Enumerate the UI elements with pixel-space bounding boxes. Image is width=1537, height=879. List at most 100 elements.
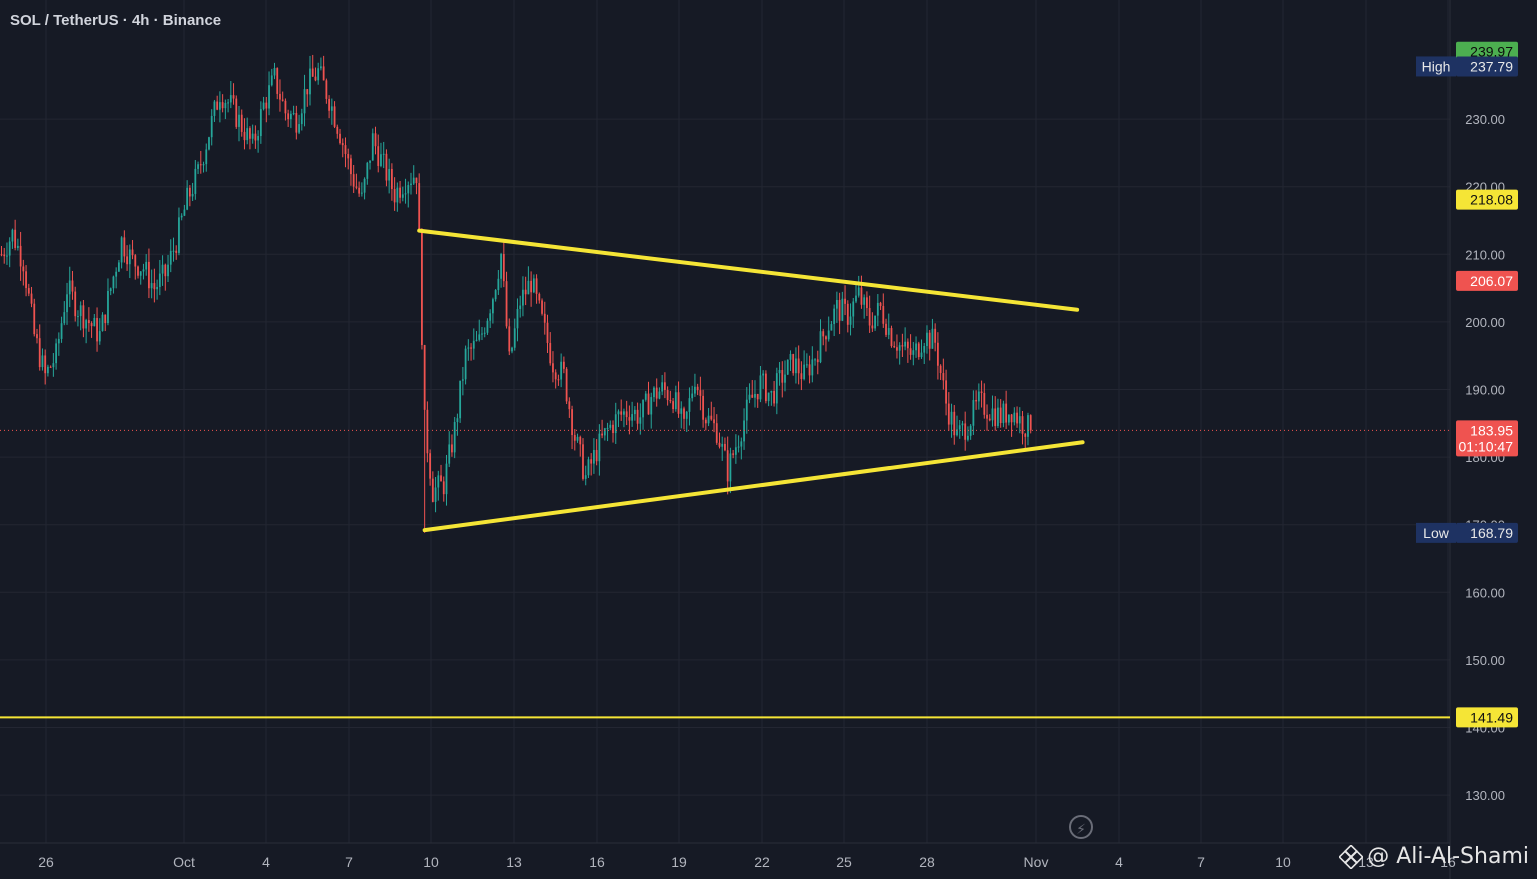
candle-body [1029, 415, 1032, 431]
candle-body [827, 330, 830, 340]
candle-body [582, 444, 584, 479]
candle-body [699, 390, 702, 396]
symbol-title[interactable]: SOL / TetherUS · 4h · Binance [10, 12, 222, 29]
candle-body [830, 324, 833, 331]
candle-body [931, 328, 934, 349]
candle-body [808, 364, 811, 376]
candle-body [246, 128, 249, 141]
candle-body [759, 375, 762, 400]
bolt-icon[interactable]: ⚡ [1069, 815, 1093, 839]
candle-body [936, 342, 939, 366]
candle-body [16, 245, 19, 248]
candle-body [816, 359, 819, 363]
candle-body [546, 322, 549, 343]
candle-body [598, 433, 601, 462]
candle-body [483, 332, 486, 334]
candle-body [595, 449, 598, 462]
candle-body [980, 391, 983, 393]
countdown-label: 01:10:47 [1459, 438, 1514, 454]
candle-body [303, 89, 306, 114]
candle-body [186, 187, 189, 210]
candle-body [866, 297, 868, 309]
candle-body [532, 278, 535, 293]
candle-body [767, 392, 770, 402]
candle-body [721, 443, 724, 447]
candle-body [841, 298, 844, 321]
candle-body [33, 303, 36, 335]
candle-body [412, 177, 415, 184]
candle-body [221, 102, 224, 109]
candle-body [197, 164, 199, 169]
price-label-prefix: Low [1423, 525, 1450, 541]
candle-body [882, 305, 885, 324]
author-watermark: @ Ali-Al-Shami [1339, 844, 1529, 869]
candle-body [587, 459, 590, 476]
candle-body [874, 315, 876, 329]
candle-body [805, 364, 808, 366]
candle-body [240, 114, 243, 132]
candle-body [811, 359, 814, 376]
candle-body [276, 68, 279, 94]
candle-body [855, 295, 857, 302]
candle-body [549, 342, 552, 364]
candle-body [991, 408, 994, 421]
candle-body [593, 449, 595, 464]
time-tick-label: 16 [1440, 854, 1456, 870]
candle-body [355, 186, 358, 188]
watermark-text: @ Ali-Al-Shami [1367, 844, 1529, 869]
candle-body [336, 126, 339, 134]
price-label-prefix-box [1416, 56, 1456, 77]
candle-body [36, 334, 38, 339]
candle-body [292, 113, 295, 115]
price-tick-label: 190.00 [1465, 383, 1505, 398]
time-tick-label: 16 [589, 854, 605, 870]
candle-body [696, 386, 699, 391]
candle-body [890, 328, 893, 347]
candle-body [369, 160, 371, 163]
candle-body [986, 414, 988, 419]
candle-body [844, 298, 846, 304]
candle-body [516, 309, 519, 329]
candle-body [399, 187, 401, 198]
candle-body [691, 393, 694, 399]
candle-body [448, 444, 451, 464]
candle-body [243, 131, 246, 141]
time-axis[interactable]: 26 Oct 4 7 10 13 16 19 22 25 28 Nov 4 7 10 13 16 [38, 854, 1456, 870]
trendline-upper [417, 228, 1080, 312]
candle-body [740, 441, 743, 447]
price-axis[interactable]: 130.00140.00150.00160.00170.00180.00190.… [1465, 112, 1505, 803]
candle-body [1024, 433, 1027, 437]
time-tick-label: 10 [423, 854, 439, 870]
candle-body [489, 313, 492, 321]
candle-body [876, 302, 879, 316]
candle-body [219, 102, 221, 110]
candle-body [513, 328, 516, 348]
candle-body [494, 290, 497, 300]
candle-body [786, 359, 789, 375]
candle-body [377, 146, 380, 166]
candle-body [636, 409, 639, 424]
candle-body [920, 352, 923, 358]
candle-body [333, 106, 336, 127]
candle-body [229, 95, 232, 103]
candle-body [393, 189, 396, 203]
candle-body [557, 379, 560, 381]
candle-body [576, 436, 579, 441]
candle-body [148, 261, 150, 289]
candle-body [325, 80, 328, 99]
candle-body [502, 254, 505, 282]
candle-body [131, 249, 134, 256]
candle-body [601, 433, 603, 436]
candle-body [180, 215, 183, 218]
candle-body [562, 361, 565, 369]
candle-body [1013, 412, 1016, 423]
candle-body [156, 286, 159, 290]
candle-body [161, 264, 164, 274]
candle-body [745, 399, 748, 421]
candle-body [653, 387, 655, 398]
candle-body [442, 481, 445, 495]
candle-body [797, 358, 800, 374]
candle-body [254, 133, 257, 141]
candle-body [1010, 414, 1013, 423]
